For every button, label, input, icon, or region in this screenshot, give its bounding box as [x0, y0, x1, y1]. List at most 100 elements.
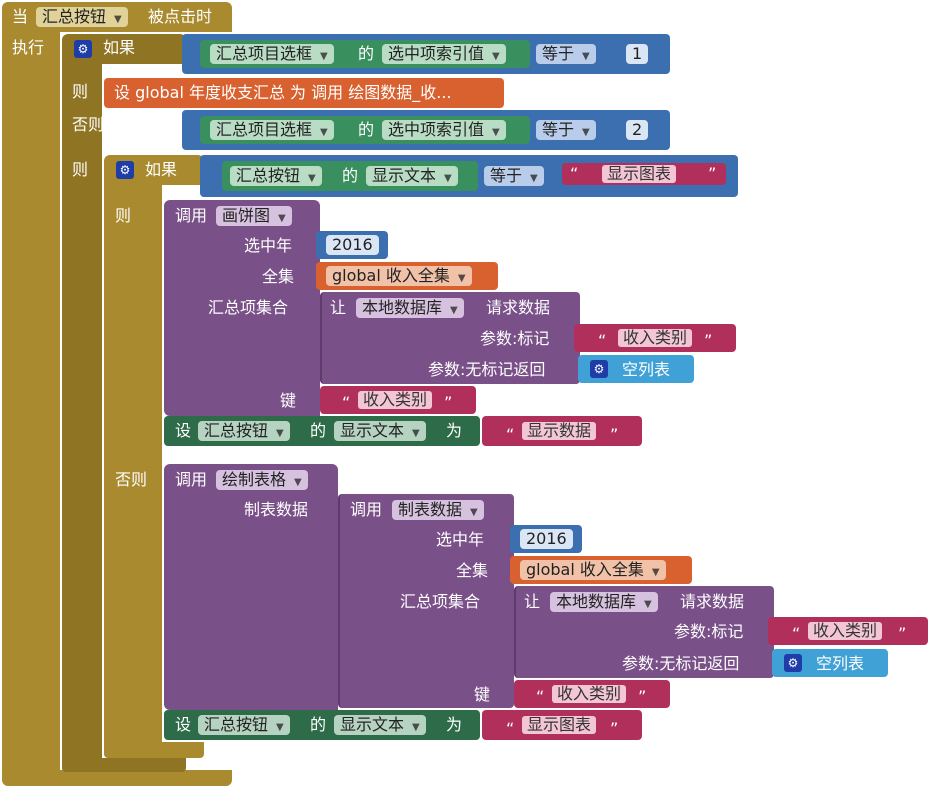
call-pie-block[interactable]: [164, 200, 320, 416]
event-prefix: 当: [12, 7, 29, 26]
comp-label-1: 汇总项目选框: [216, 44, 313, 63]
prop-label-2: 选中项索引值: [388, 120, 485, 139]
gear-icon[interactable]: ⚙: [74, 40, 92, 58]
comp-dropdown-2[interactable]: 汇总项目选框 ▼: [210, 120, 334, 140]
call-label-2: 调用: [175, 470, 208, 489]
param-set-label-2: 汇总项集合: [400, 592, 481, 611]
notag-label: 参数:无标记返回: [428, 360, 546, 379]
tag-label: 参数:标记: [480, 329, 550, 348]
db-dropdown[interactable]: 本地数据库 ▼: [356, 298, 464, 318]
comp-label-2: 汇总项目选框: [216, 120, 313, 139]
proc-dropdown-table[interactable]: 绘制表格 ▼: [216, 470, 308, 490]
number-year-2[interactable]: 2016: [520, 529, 573, 549]
op-label-3: 等于: [490, 166, 523, 185]
call-table-block[interactable]: [164, 464, 338, 710]
quote-open: “: [792, 624, 801, 643]
op-dropdown-3[interactable]: 等于 ▼: [484, 166, 544, 186]
else-label: 否则: [115, 470, 148, 489]
event-body-rail: [2, 30, 60, 778]
global-var-dropdown-2[interactable]: global 收入全集 ▼: [520, 560, 666, 580]
quote-open: “: [506, 425, 515, 444]
quote-close: ”: [638, 687, 647, 706]
set-prop-dropdown-1[interactable]: 显示文本 ▼: [334, 421, 426, 441]
op-dropdown-1[interactable]: 等于 ▼: [536, 44, 596, 64]
do-label: 执行: [12, 38, 45, 57]
quote-close: ”: [704, 331, 713, 350]
if-outer-rail: [62, 62, 102, 762]
gear-icon[interactable]: ⚙: [784, 654, 802, 672]
set-of-label-2: 的: [310, 715, 327, 734]
set-global-block[interactable]: [104, 78, 504, 108]
dropdown-arrow-icon: ▼: [276, 722, 284, 733]
string-block-tag[interactable]: “ 收入类别 ”: [574, 324, 736, 352]
let-label-2: 让: [524, 592, 541, 611]
number-1[interactable]: 1: [626, 44, 649, 64]
set-of-label-1: 的: [310, 421, 327, 440]
db-dropdown-2[interactable]: 本地数据库 ▼: [550, 592, 658, 612]
dropdown-arrow-icon: ▼: [294, 477, 302, 488]
proc-label-tabledata: 制表数据: [398, 500, 463, 519]
quote-close: ”: [708, 164, 717, 183]
prop-label-1: 选中项索引值: [388, 44, 485, 63]
global-var-dropdown[interactable]: global 收入全集 ▼: [326, 266, 472, 286]
if-label: 如果: [103, 38, 136, 57]
string-block-key-2[interactable]: “ 收入类别 ”: [514, 680, 670, 708]
number-year-label: 2016: [332, 235, 373, 254]
set-comp-dropdown-1[interactable]: 汇总按钮 ▼: [198, 421, 290, 441]
param-data-label: 制表数据: [244, 500, 309, 519]
op-dropdown-2[interactable]: 等于 ▼: [536, 120, 596, 140]
string-block-key[interactable]: “ 收入类别 ”: [320, 386, 476, 414]
if-inner-rail: [104, 183, 162, 743]
set-comp-dropdown-2[interactable]: 汇总按钮 ▼: [198, 715, 290, 735]
gear-icon[interactable]: ⚙: [116, 161, 134, 179]
set-to-label-2: 为: [446, 715, 463, 734]
dropdown-arrow-icon: ▼: [320, 127, 328, 138]
dropdown-arrow-icon: ▼: [582, 51, 590, 62]
quote-close: ”: [898, 624, 907, 643]
string-block-tag-2[interactable]: “ 收入类别 ”: [768, 617, 928, 645]
event-component-label: 汇总按钮: [42, 7, 107, 26]
param-all-label: 全集: [262, 267, 295, 286]
dropdown-arrow-icon: ▼: [457, 273, 466, 284]
number-label-2: 2: [632, 120, 643, 139]
of-label-2: 的: [358, 120, 375, 139]
number-2[interactable]: 2: [626, 120, 649, 140]
string-block-cond[interactable]: “ 显示图表 ”: [562, 163, 726, 185]
set-comp-label-2: 汇总按钮: [204, 715, 269, 734]
set-to-label-1: 为: [446, 421, 463, 440]
string-value: 收入类别: [618, 329, 693, 347]
gear-icon[interactable]: ⚙: [590, 360, 608, 378]
db-label-2: 本地数据库: [556, 592, 637, 611]
if-label-2: 如果: [145, 160, 178, 179]
op-label-1: 等于: [542, 44, 575, 63]
number-year[interactable]: 2016: [326, 235, 379, 255]
db-label: 本地数据库: [362, 298, 443, 317]
dropdown-arrow-icon: ▼: [582, 127, 590, 138]
proc-dropdown-pie[interactable]: 画饼图 ▼: [216, 206, 292, 226]
dropdown-arrow-icon: ▼: [470, 507, 478, 518]
dropdown-arrow-icon: ▼: [276, 428, 284, 439]
set-prop-label-1: 显示文本: [340, 421, 405, 440]
set-label-2: 设: [175, 715, 192, 734]
dropdown-arrow-icon: ▼: [320, 51, 328, 62]
string-block-set2[interactable]: “ 显示图表 ”: [482, 710, 642, 740]
comp-dropdown-1[interactable]: 汇总项目选框 ▼: [210, 44, 334, 64]
dropdown-arrow-icon: ▼: [651, 567, 660, 578]
set-prop-dropdown-2[interactable]: 显示文本 ▼: [334, 715, 426, 735]
proc-label-table: 绘制表格: [222, 470, 287, 489]
prop-dropdown-3[interactable]: 显示文本 ▼: [366, 166, 458, 186]
proc-dropdown-tabledata[interactable]: 制表数据 ▼: [392, 500, 484, 520]
call-tabledata-block[interactable]: [338, 494, 514, 708]
param-year-label: 选中年: [244, 236, 293, 255]
if-outer-bottom: [62, 758, 186, 772]
then-label-3: 则: [115, 206, 132, 225]
dropdown-arrow-icon: ▼: [278, 213, 286, 224]
event-component-dropdown[interactable]: 汇总按钮 ▼: [36, 7, 128, 27]
prop-dropdown-2[interactable]: 选中项索引值 ▼: [382, 120, 506, 140]
comp-dropdown-3[interactable]: 汇总按钮 ▼: [230, 166, 322, 186]
prop-dropdown-1[interactable]: 选中项索引值 ▼: [382, 44, 506, 64]
number-label-1: 1: [632, 44, 643, 63]
string-block-set1[interactable]: “ 显示数据 ”: [482, 416, 642, 446]
quote-open: “: [342, 393, 351, 412]
quote-open: “: [598, 331, 607, 350]
